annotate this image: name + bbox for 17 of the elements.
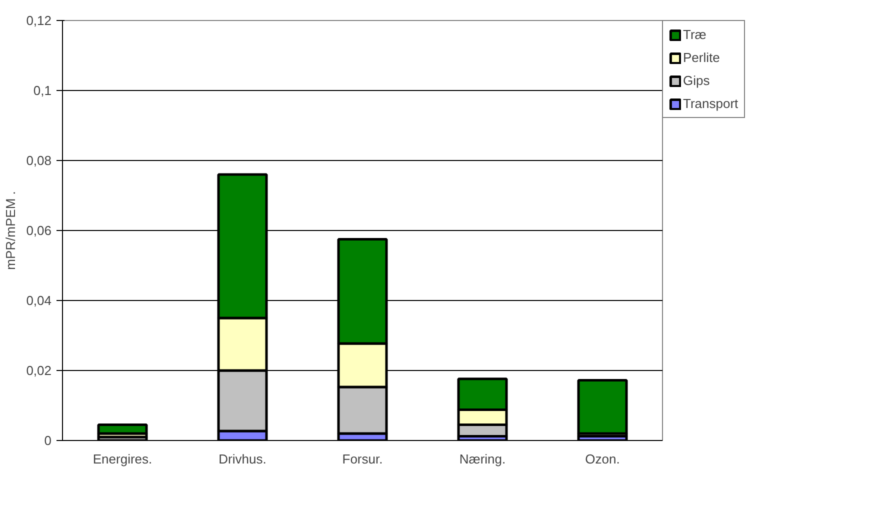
x-tick-label: Drivhus. (218, 452, 266, 466)
x-tick-label: Ozon. (585, 452, 620, 466)
y-tick-label: 0,06 (26, 223, 52, 238)
y-tick-label: 0 (44, 433, 52, 448)
legend-label: Gips (683, 73, 710, 88)
y-axis-title: mPR/mPEM . (3, 191, 18, 270)
x-tick-label: Energires. (92, 452, 152, 466)
y-tick-label: 0,1 (33, 83, 52, 98)
legend-label: Træ (683, 27, 706, 42)
y-tick-label: 0,12 (26, 13, 52, 28)
x-tick-label: Næring. (459, 452, 506, 466)
legend-label: Perlite (683, 50, 720, 65)
y-tick-label: 0,02 (26, 363, 52, 378)
legend-label: Transport (683, 96, 738, 111)
x-tick-label: Forsur. (342, 452, 383, 466)
y-tick-label: 0,04 (26, 293, 52, 308)
y-tick-label: 0,08 (26, 153, 52, 168)
